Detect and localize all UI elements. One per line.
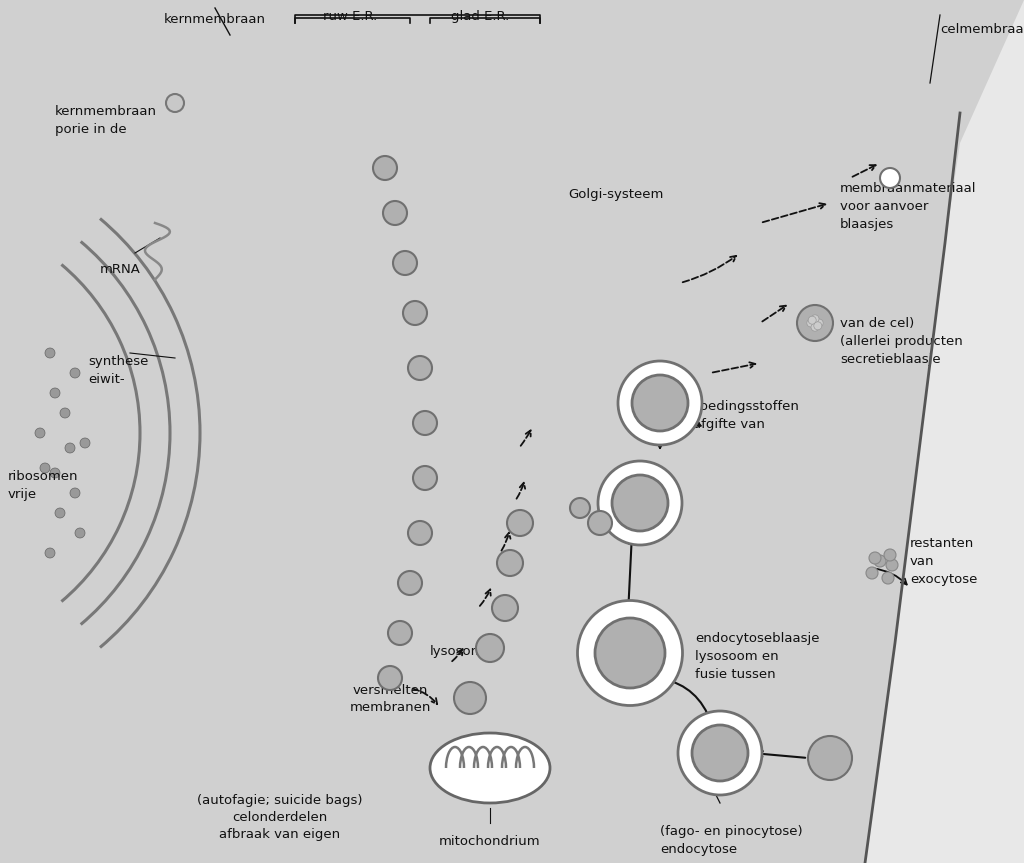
Text: porie in de: porie in de bbox=[55, 123, 127, 136]
Ellipse shape bbox=[45, 548, 55, 558]
Text: membranen: membranen bbox=[349, 701, 431, 714]
Ellipse shape bbox=[166, 94, 184, 112]
Ellipse shape bbox=[612, 475, 668, 531]
Text: kernmembraan: kernmembraan bbox=[164, 13, 266, 26]
Ellipse shape bbox=[45, 348, 55, 358]
Ellipse shape bbox=[65, 443, 75, 453]
Ellipse shape bbox=[882, 572, 894, 584]
Text: synthese: synthese bbox=[88, 355, 148, 368]
Ellipse shape bbox=[403, 301, 427, 325]
Ellipse shape bbox=[507, 510, 534, 536]
Ellipse shape bbox=[55, 508, 65, 518]
Ellipse shape bbox=[632, 375, 688, 431]
Text: celonderdelen: celonderdelen bbox=[232, 811, 328, 824]
Ellipse shape bbox=[886, 559, 898, 571]
Ellipse shape bbox=[393, 251, 417, 275]
Ellipse shape bbox=[388, 621, 412, 645]
Ellipse shape bbox=[869, 552, 881, 564]
Text: voedingsstoffen: voedingsstoffen bbox=[693, 400, 800, 413]
Ellipse shape bbox=[570, 498, 590, 518]
Ellipse shape bbox=[408, 521, 432, 545]
Ellipse shape bbox=[70, 368, 80, 378]
Ellipse shape bbox=[492, 595, 518, 621]
Ellipse shape bbox=[50, 388, 60, 398]
Ellipse shape bbox=[618, 361, 702, 445]
Ellipse shape bbox=[413, 411, 437, 435]
Ellipse shape bbox=[80, 438, 90, 448]
Ellipse shape bbox=[811, 315, 819, 323]
Ellipse shape bbox=[807, 319, 815, 327]
Ellipse shape bbox=[880, 168, 900, 188]
Ellipse shape bbox=[497, 550, 523, 576]
Ellipse shape bbox=[874, 555, 886, 567]
Ellipse shape bbox=[866, 567, 878, 579]
Text: celmembraan: celmembraan bbox=[940, 23, 1024, 36]
Ellipse shape bbox=[808, 736, 852, 780]
Ellipse shape bbox=[50, 468, 60, 478]
Text: ruw E.R.: ruw E.R. bbox=[323, 10, 377, 23]
Ellipse shape bbox=[430, 733, 550, 803]
Text: voor aanvoer: voor aanvoer bbox=[840, 200, 929, 213]
Ellipse shape bbox=[815, 319, 823, 327]
Ellipse shape bbox=[75, 528, 85, 538]
Text: endocytoseblaasje: endocytoseblaasje bbox=[695, 632, 819, 645]
Ellipse shape bbox=[814, 322, 822, 330]
Text: (autofagie; suicide bags): (autofagie; suicide bags) bbox=[198, 794, 362, 807]
Ellipse shape bbox=[454, 682, 486, 714]
Text: lysosomen: lysosomen bbox=[430, 645, 502, 658]
Text: Golgi-systeem: Golgi-systeem bbox=[568, 188, 664, 201]
Ellipse shape bbox=[884, 549, 896, 561]
Text: lysosoom en: lysosoom en bbox=[695, 650, 778, 663]
Text: glad E.R.: glad E.R. bbox=[451, 10, 509, 23]
Text: blaasjes: blaasjes bbox=[840, 218, 894, 231]
Text: afgifte van: afgifte van bbox=[693, 418, 765, 431]
Ellipse shape bbox=[811, 324, 819, 331]
Text: (fago- en pinocytose): (fago- en pinocytose) bbox=[660, 825, 803, 838]
Text: endocytose: endocytose bbox=[660, 843, 737, 856]
Ellipse shape bbox=[808, 316, 816, 324]
Ellipse shape bbox=[692, 725, 748, 781]
Ellipse shape bbox=[70, 488, 80, 498]
Text: (allerlei producten: (allerlei producten bbox=[840, 335, 963, 348]
Ellipse shape bbox=[60, 408, 70, 418]
Ellipse shape bbox=[378, 666, 402, 690]
Ellipse shape bbox=[678, 711, 762, 795]
Text: van: van bbox=[910, 555, 935, 568]
Ellipse shape bbox=[413, 466, 437, 490]
Text: secretieblaasje: secretieblaasje bbox=[840, 353, 941, 366]
Ellipse shape bbox=[578, 601, 683, 705]
Ellipse shape bbox=[598, 461, 682, 545]
Text: restanten: restanten bbox=[910, 537, 974, 550]
Text: mRNA: mRNA bbox=[100, 263, 141, 276]
Text: afbraak van eigen: afbraak van eigen bbox=[219, 828, 341, 841]
Ellipse shape bbox=[476, 634, 504, 662]
Text: ribosomen: ribosomen bbox=[8, 470, 79, 483]
Text: versmelten: versmelten bbox=[352, 684, 428, 697]
Text: vrije: vrije bbox=[8, 488, 37, 501]
Ellipse shape bbox=[40, 463, 50, 473]
Text: van de cel): van de cel) bbox=[840, 317, 914, 330]
Ellipse shape bbox=[588, 511, 612, 535]
Ellipse shape bbox=[35, 428, 45, 438]
Text: membraanmateriaal: membraanmateriaal bbox=[840, 182, 977, 195]
Ellipse shape bbox=[373, 156, 397, 180]
Text: mitochondrium: mitochondrium bbox=[439, 835, 541, 848]
Ellipse shape bbox=[383, 201, 407, 225]
Text: eiwit-: eiwit- bbox=[88, 373, 125, 386]
Ellipse shape bbox=[408, 356, 432, 380]
Text: exocytose: exocytose bbox=[910, 573, 977, 586]
Ellipse shape bbox=[595, 618, 665, 688]
Ellipse shape bbox=[398, 571, 422, 595]
Text: fusie tussen: fusie tussen bbox=[695, 668, 775, 681]
Polygon shape bbox=[865, 0, 1024, 863]
Ellipse shape bbox=[797, 305, 833, 341]
Text: kernmembraan: kernmembraan bbox=[55, 105, 157, 118]
